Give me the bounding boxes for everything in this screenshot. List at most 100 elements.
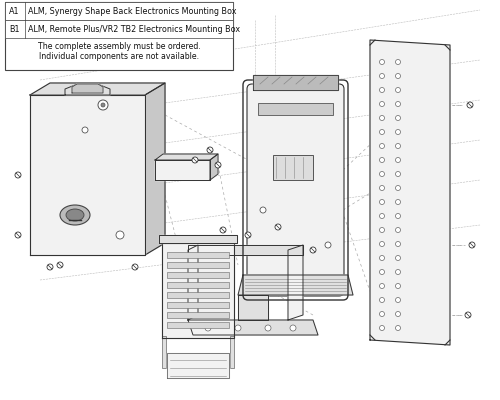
Circle shape (396, 144, 400, 148)
Circle shape (380, 242, 384, 246)
Bar (167, 272, 229, 278)
Bar (167, 302, 229, 308)
Circle shape (469, 242, 475, 248)
Circle shape (15, 172, 21, 178)
Circle shape (260, 207, 266, 213)
Polygon shape (188, 245, 303, 255)
Circle shape (396, 228, 400, 232)
Bar (167, 292, 229, 298)
Polygon shape (210, 154, 218, 180)
Polygon shape (155, 154, 218, 160)
Bar (167, 262, 229, 268)
Circle shape (396, 214, 400, 218)
Circle shape (82, 127, 88, 133)
Circle shape (396, 102, 400, 106)
Polygon shape (253, 75, 338, 90)
Polygon shape (167, 353, 229, 378)
Polygon shape (288, 245, 303, 320)
Polygon shape (188, 245, 198, 320)
Circle shape (380, 326, 384, 330)
Circle shape (290, 325, 296, 331)
Circle shape (396, 200, 400, 204)
Circle shape (380, 172, 384, 176)
Circle shape (396, 60, 400, 64)
FancyBboxPatch shape (247, 84, 344, 296)
Text: Individual components are not available.: Individual components are not available. (39, 52, 199, 61)
Circle shape (380, 270, 384, 274)
Circle shape (380, 200, 384, 204)
Polygon shape (72, 84, 103, 93)
Text: B1: B1 (9, 24, 20, 34)
Bar (230, 336, 234, 368)
Circle shape (380, 60, 384, 64)
Circle shape (396, 284, 400, 288)
Circle shape (396, 116, 400, 120)
Ellipse shape (66, 209, 84, 221)
Circle shape (396, 242, 400, 246)
Circle shape (380, 102, 384, 106)
Polygon shape (65, 85, 110, 95)
Circle shape (380, 298, 384, 302)
Circle shape (310, 247, 316, 253)
Bar (167, 252, 229, 258)
Circle shape (245, 232, 251, 238)
Circle shape (380, 116, 384, 120)
Circle shape (207, 147, 213, 153)
Circle shape (220, 227, 226, 233)
Bar (162, 336, 166, 368)
Polygon shape (370, 40, 450, 345)
Circle shape (396, 326, 400, 330)
Circle shape (215, 162, 221, 168)
Polygon shape (162, 243, 234, 338)
Circle shape (132, 264, 138, 270)
Circle shape (465, 312, 471, 318)
Circle shape (57, 262, 63, 268)
Circle shape (235, 325, 241, 331)
Circle shape (396, 130, 400, 134)
Polygon shape (145, 83, 165, 255)
Circle shape (325, 242, 331, 248)
Circle shape (265, 325, 271, 331)
Circle shape (396, 298, 400, 302)
Circle shape (467, 102, 473, 108)
Circle shape (396, 270, 400, 274)
Text: ALM, Remote Plus/VR2 TB2 Electronics Mounting Box: ALM, Remote Plus/VR2 TB2 Electronics Mou… (28, 24, 240, 34)
Circle shape (380, 186, 384, 190)
Bar (273, 155, 313, 180)
Circle shape (15, 232, 21, 238)
Polygon shape (188, 320, 318, 335)
Circle shape (192, 157, 198, 163)
Circle shape (380, 88, 384, 92)
Bar (5, 2, 233, 70)
Bar (5, 20, 233, 38)
Polygon shape (155, 160, 210, 180)
Circle shape (396, 256, 400, 260)
Circle shape (396, 158, 400, 162)
Bar (167, 322, 229, 328)
Bar (258, 103, 333, 115)
Circle shape (380, 312, 384, 316)
Circle shape (396, 74, 400, 78)
Circle shape (396, 88, 400, 92)
Circle shape (380, 256, 384, 260)
Circle shape (101, 103, 105, 107)
Bar (167, 282, 229, 288)
Polygon shape (159, 235, 237, 243)
Bar (167, 312, 229, 318)
Ellipse shape (60, 205, 90, 225)
Polygon shape (238, 295, 268, 320)
Polygon shape (30, 95, 145, 255)
Circle shape (396, 186, 400, 190)
Circle shape (380, 74, 384, 78)
Circle shape (396, 172, 400, 176)
Circle shape (205, 325, 211, 331)
Circle shape (47, 264, 53, 270)
Text: The complete assembly must be ordered.: The complete assembly must be ordered. (38, 42, 200, 51)
Circle shape (98, 100, 108, 110)
Polygon shape (30, 83, 165, 95)
Circle shape (116, 231, 124, 239)
Circle shape (380, 158, 384, 162)
Circle shape (380, 214, 384, 218)
Circle shape (380, 284, 384, 288)
Polygon shape (238, 275, 353, 295)
